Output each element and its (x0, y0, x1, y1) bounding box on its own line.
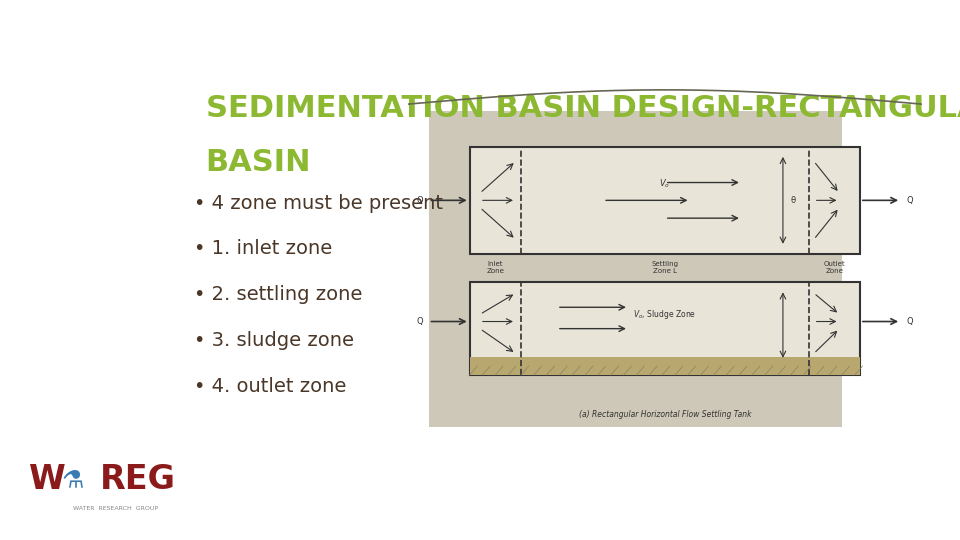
Text: ⚗: ⚗ (61, 468, 84, 492)
Bar (429, 111, 842, 427)
Text: Settling
Zone L: Settling Zone L (651, 261, 679, 274)
Text: Outlet
Zone: Outlet Zone (824, 261, 845, 274)
Text: WATER  RESEARCH  GROUP: WATER RESEARCH GROUP (73, 507, 157, 511)
Text: θ: θ (791, 196, 796, 205)
Text: REG: REG (100, 463, 176, 496)
Text: Q: Q (417, 317, 423, 326)
Text: BASIN: BASIN (205, 148, 311, 177)
Text: (a) Rectangular Horizontal Flow Settling Tank: (a) Rectangular Horizontal Flow Settling… (579, 410, 751, 418)
Text: • 3. sludge zone: • 3. sludge zone (194, 331, 354, 350)
Text: • 1. inlet zone: • 1. inlet zone (194, 239, 333, 259)
Text: • 4 zone must be present: • 4 zone must be present (194, 194, 444, 213)
Text: SEDIMENTATION BASIN DESIGN-RECTANGULAR: SEDIMENTATION BASIN DESIGN-RECTANGULAR (205, 94, 960, 123)
Text: Q: Q (906, 317, 913, 326)
Bar (469, 282, 860, 375)
Bar (469, 357, 860, 375)
Text: Q: Q (417, 196, 423, 205)
Text: Inlet
Zone: Inlet Zone (487, 261, 504, 274)
Text: $V_o$, Sludge Zone: $V_o$, Sludge Zone (634, 308, 696, 321)
Text: $V_o$: $V_o$ (660, 177, 670, 190)
Text: Q: Q (906, 196, 913, 205)
Text: • 4. outlet zone: • 4. outlet zone (194, 377, 347, 396)
Text: • 2. settling zone: • 2. settling zone (194, 285, 363, 304)
Text: W: W (29, 463, 65, 496)
Bar (469, 147, 860, 254)
